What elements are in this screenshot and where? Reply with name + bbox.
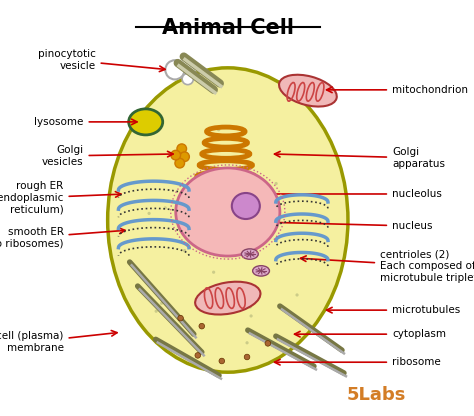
Ellipse shape	[232, 193, 260, 219]
Text: nucleus: nucleus	[264, 220, 432, 231]
Circle shape	[247, 151, 250, 154]
Ellipse shape	[279, 75, 337, 106]
Circle shape	[219, 358, 225, 364]
Ellipse shape	[253, 266, 269, 276]
Text: centrioles (2)
Each composed of 9
microtubule triplets.: centrioles (2) Each composed of 9 microt…	[301, 250, 474, 283]
Circle shape	[177, 144, 187, 154]
Text: nucleolus: nucleolus	[258, 189, 442, 199]
Circle shape	[155, 310, 158, 313]
Circle shape	[175, 158, 184, 168]
Text: Animal Cell: Animal Cell	[162, 18, 294, 38]
Text: mitochondrion: mitochondrion	[327, 85, 468, 95]
Circle shape	[248, 305, 252, 309]
Circle shape	[199, 323, 205, 329]
Circle shape	[246, 341, 249, 344]
Circle shape	[171, 150, 181, 160]
Text: lysosome: lysosome	[34, 117, 137, 127]
Ellipse shape	[176, 168, 280, 256]
Ellipse shape	[108, 68, 348, 372]
Circle shape	[147, 212, 151, 215]
Circle shape	[264, 228, 268, 231]
Circle shape	[185, 327, 189, 329]
Circle shape	[249, 314, 253, 317]
Circle shape	[182, 74, 193, 84]
Ellipse shape	[195, 282, 260, 314]
Circle shape	[200, 80, 203, 84]
Circle shape	[160, 302, 163, 305]
Circle shape	[265, 341, 271, 346]
Ellipse shape	[241, 249, 258, 259]
Circle shape	[183, 249, 186, 252]
Circle shape	[164, 206, 167, 210]
Text: smooth ER
(no ribosomes): smooth ER (no ribosomes)	[0, 227, 125, 249]
Text: Golgi
apparatus: Golgi apparatus	[274, 147, 445, 169]
Text: pinocytotic
vesicle: pinocytotic vesicle	[38, 49, 165, 72]
Circle shape	[295, 293, 299, 297]
Circle shape	[180, 152, 189, 161]
Text: cytoplasm: cytoplasm	[294, 329, 446, 339]
Text: rough ER
(endoplasmic
reticulum): rough ER (endoplasmic reticulum)	[0, 181, 121, 215]
Text: ribosome: ribosome	[274, 357, 441, 367]
Circle shape	[212, 270, 215, 274]
Text: Golgi
vesicles: Golgi vesicles	[42, 145, 173, 167]
Circle shape	[195, 353, 201, 358]
Text: microtubules: microtubules	[327, 305, 460, 315]
Circle shape	[274, 182, 278, 185]
Text: 5Labs: 5Labs	[346, 386, 406, 404]
Circle shape	[165, 60, 184, 79]
Circle shape	[244, 354, 250, 360]
Circle shape	[185, 203, 189, 206]
Text: cell (plasma)
membrane: cell (plasma) membrane	[0, 330, 117, 353]
Circle shape	[217, 128, 220, 131]
Circle shape	[178, 315, 183, 321]
Ellipse shape	[128, 109, 163, 135]
